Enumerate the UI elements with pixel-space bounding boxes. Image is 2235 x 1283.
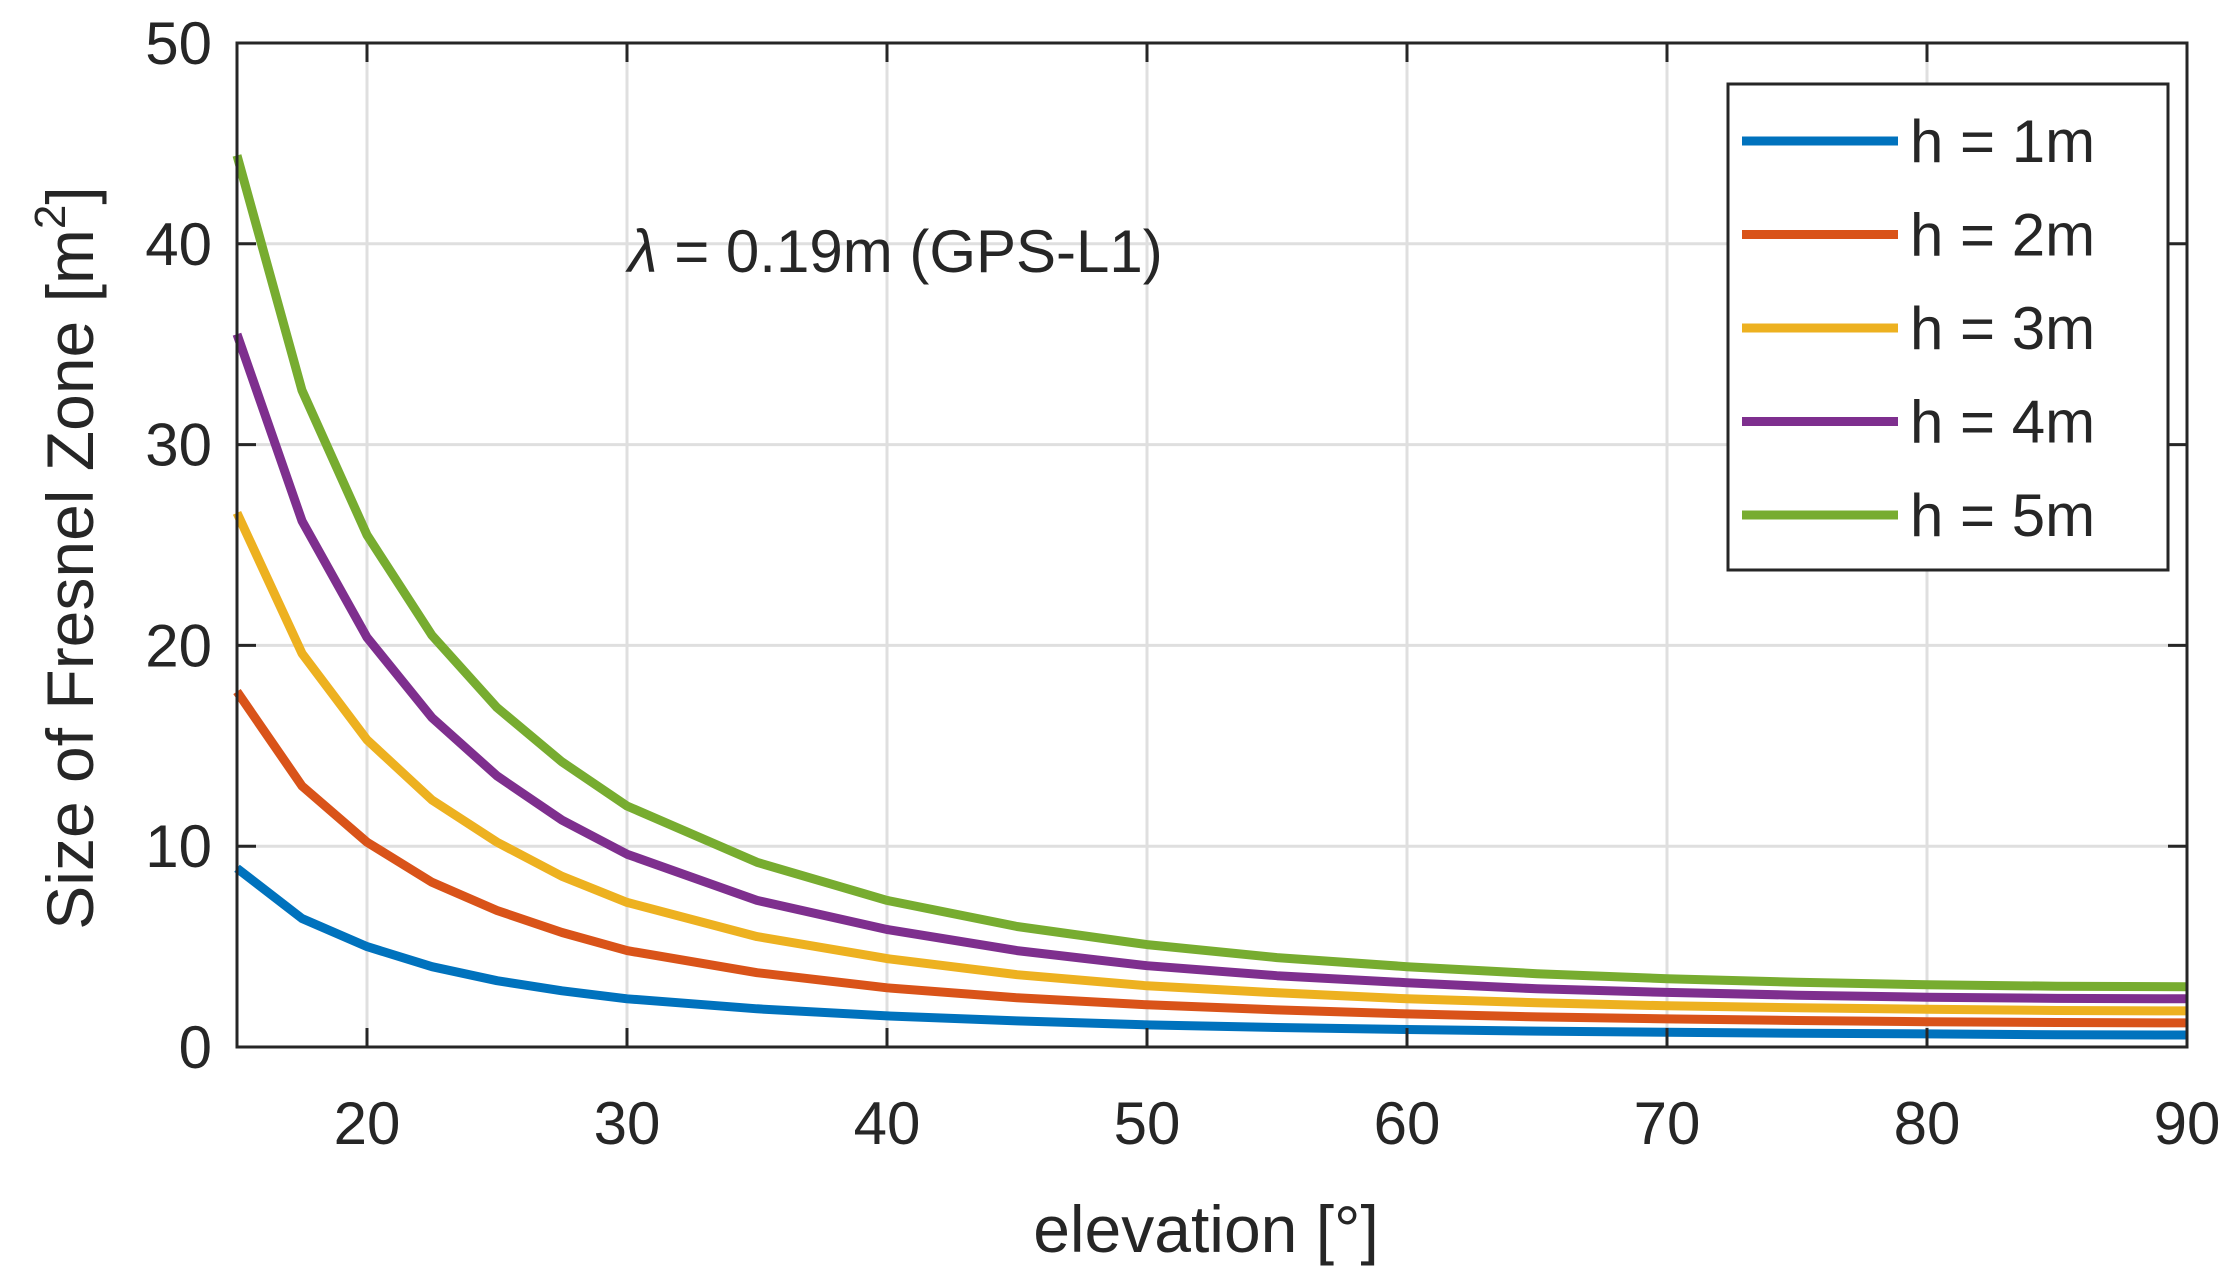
x-axis-label: elevation [°] bbox=[1033, 1192, 1379, 1266]
legend-label-h3: h = 3m bbox=[1910, 295, 2095, 362]
y-axis-label: Size of Fresnel Zone [m2] bbox=[26, 186, 107, 929]
plot-frame bbox=[235, 41, 2189, 1049]
x-tick-label-60: 60 bbox=[1374, 1090, 1441, 1157]
y-tick-label-20: 20 bbox=[145, 612, 212, 679]
legend-label-h5: h = 5m bbox=[1910, 482, 2095, 549]
legend-label-h4: h = 4m bbox=[1910, 389, 2095, 456]
axis-ticks: 20 30 40 50 60 70 80 90 0 10 20 30 40 50 bbox=[145, 10, 2220, 1157]
series-line-h3 bbox=[232, 511, 2188, 1016]
data-series bbox=[232, 154, 2188, 1040]
x-tick-label-70: 70 bbox=[1634, 1090, 1701, 1157]
x-tick-label-30: 30 bbox=[594, 1090, 661, 1157]
series-line-h2 bbox=[233, 689, 2188, 1028]
y-axis-label-end: ] bbox=[33, 186, 107, 204]
x-tick-label-20: 20 bbox=[334, 1090, 401, 1157]
legend-label-h2: h = 2m bbox=[1910, 202, 2095, 269]
x-tick-label-90: 90 bbox=[2154, 1090, 2221, 1157]
axes-frame bbox=[235, 41, 2189, 1049]
wavelength-text: = 0.19m (GPS-L1) bbox=[658, 218, 1163, 285]
y-axis-label-main: Size of Fresnel Zone [m bbox=[33, 229, 107, 930]
legend-label-h1: h = 1m bbox=[1910, 108, 2095, 175]
series-line-h5 bbox=[232, 154, 2188, 992]
y-tick-label-30: 30 bbox=[145, 412, 212, 479]
legend: h = 1m h = 2m h = 3m h = 4m h = 5m bbox=[1726, 82, 2170, 572]
x-tick-label-50: 50 bbox=[1114, 1090, 1181, 1157]
y-tick-label-40: 40 bbox=[145, 211, 212, 278]
y-axis-label-superscript: 2 bbox=[26, 205, 75, 229]
x-tick-label-40: 40 bbox=[854, 1090, 921, 1157]
y-tick-label-10: 10 bbox=[145, 813, 212, 880]
lambda-symbol: λ bbox=[625, 218, 658, 285]
series-line-h4 bbox=[232, 332, 2188, 1004]
wavelength-annotation: λ = 0.19m (GPS-L1) bbox=[625, 218, 1163, 285]
x-tick-label-80: 80 bbox=[1894, 1090, 1961, 1157]
y-tick-label-50: 50 bbox=[145, 10, 212, 77]
y-tick-label-0: 0 bbox=[179, 1014, 212, 1081]
series-line-h1 bbox=[234, 864, 2188, 1040]
